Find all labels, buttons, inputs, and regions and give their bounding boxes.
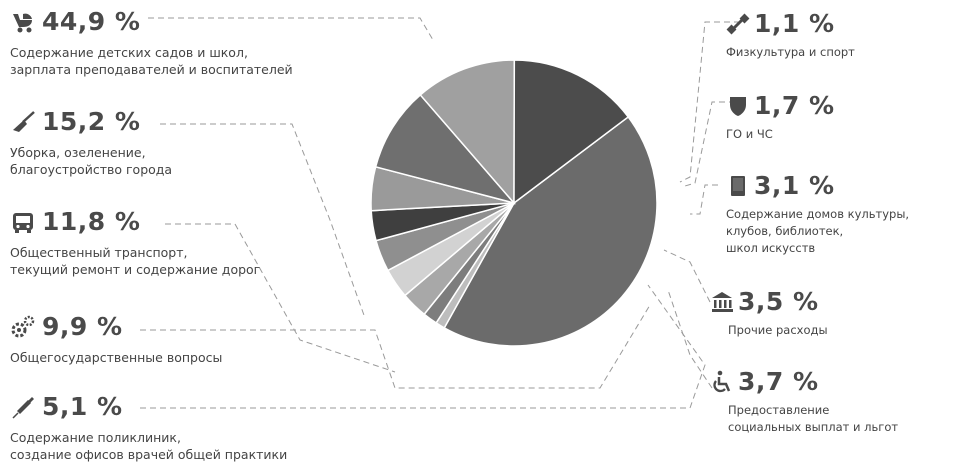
legend-item-civil-defense: 1,7 % ГО и ЧС xyxy=(726,92,835,143)
pie-slice-0 xyxy=(443,115,658,347)
slice-value: 15,2 % xyxy=(42,107,141,136)
legend-item-social: 3,7 % Предоставление социальных выплат и… xyxy=(710,368,898,436)
slice-value: 5,1 % xyxy=(42,392,123,421)
syringe-icon xyxy=(10,395,36,419)
slice-description: Содержание поликлиник, создание офисов в… xyxy=(10,430,288,462)
shield-icon xyxy=(726,94,748,118)
legend-item-culture: 3,1 % Содержание домов культуры, клубов,… xyxy=(726,172,909,257)
legend-item-other: 3,5 % Прочие расходы xyxy=(710,288,828,339)
bus-icon xyxy=(10,210,36,234)
leader-line-3 xyxy=(140,304,651,389)
slice-value: 1,1 % xyxy=(754,9,835,38)
leader-line-5 xyxy=(679,21,740,183)
slice-value: 3,5 % xyxy=(738,287,819,316)
slice-description: Предоставление социальных выплат и льгот xyxy=(728,403,899,434)
gears-icon xyxy=(10,315,36,339)
slice-description: Прочие расходы xyxy=(728,323,828,337)
slice-description: ГО и ЧС xyxy=(726,127,773,141)
slice-value: 3,1 % xyxy=(754,171,835,200)
pie-slice-8 xyxy=(374,93,517,205)
leader-line-2 xyxy=(165,223,396,373)
book-icon xyxy=(726,174,748,198)
slice-value: 11,8 % xyxy=(42,207,141,236)
leader-line-1 xyxy=(160,123,366,319)
leader-line-8 xyxy=(663,249,711,303)
pie-slice-9 xyxy=(419,59,516,206)
legend-item-transport: 11,8 % Общественный транспорт, текущий р… xyxy=(10,208,260,278)
broom-icon xyxy=(10,110,36,134)
slice-value: 9,9 % xyxy=(42,312,123,341)
slice-value: 3,7 % xyxy=(738,367,819,396)
leader-line-9 xyxy=(667,289,713,389)
pie-slices xyxy=(370,59,658,347)
leader-line-6 xyxy=(684,101,735,187)
slice-description: Уборка, озеленение, благоустройство горо… xyxy=(10,145,173,177)
slice-description: Общественный транспорт, текущий ремонт и… xyxy=(10,245,261,277)
leader-lines xyxy=(140,17,740,409)
leader-line-4 xyxy=(140,284,706,409)
legend-item-sport: 1,1 % Физкультура и спорт xyxy=(726,10,855,61)
wheelchair-icon xyxy=(710,370,732,394)
stroller-icon xyxy=(10,10,36,34)
legend-item-government: 9,9 % Общегосударственные вопросы xyxy=(10,313,222,366)
legend-item-healthcare: 5,1 % Содержание поликлиник, создание оф… xyxy=(10,393,287,463)
bank-icon xyxy=(710,290,733,314)
pie-slice-10 xyxy=(513,59,630,205)
slice-description: Общегосударственные вопросы xyxy=(10,350,223,365)
slice-description: Содержание домов культуры, клубов, библи… xyxy=(726,207,910,255)
slice-value: 44,9 % xyxy=(42,7,141,36)
leader-line-0 xyxy=(148,17,434,41)
legend-item-cleaning: 15,2 % Уборка, озеленение, благоустройст… xyxy=(10,108,172,178)
slice-value: 1,7 % xyxy=(754,91,835,120)
dumbbell-icon xyxy=(726,12,750,36)
slice-description: Содержание детских садов и школ, зарплат… xyxy=(10,45,293,77)
leader-line-7 xyxy=(690,184,718,215)
legend-item-education: 44,9 % Содержание детских садов и школ, … xyxy=(10,8,293,78)
slice-description: Физкультура и спорт xyxy=(726,45,855,59)
